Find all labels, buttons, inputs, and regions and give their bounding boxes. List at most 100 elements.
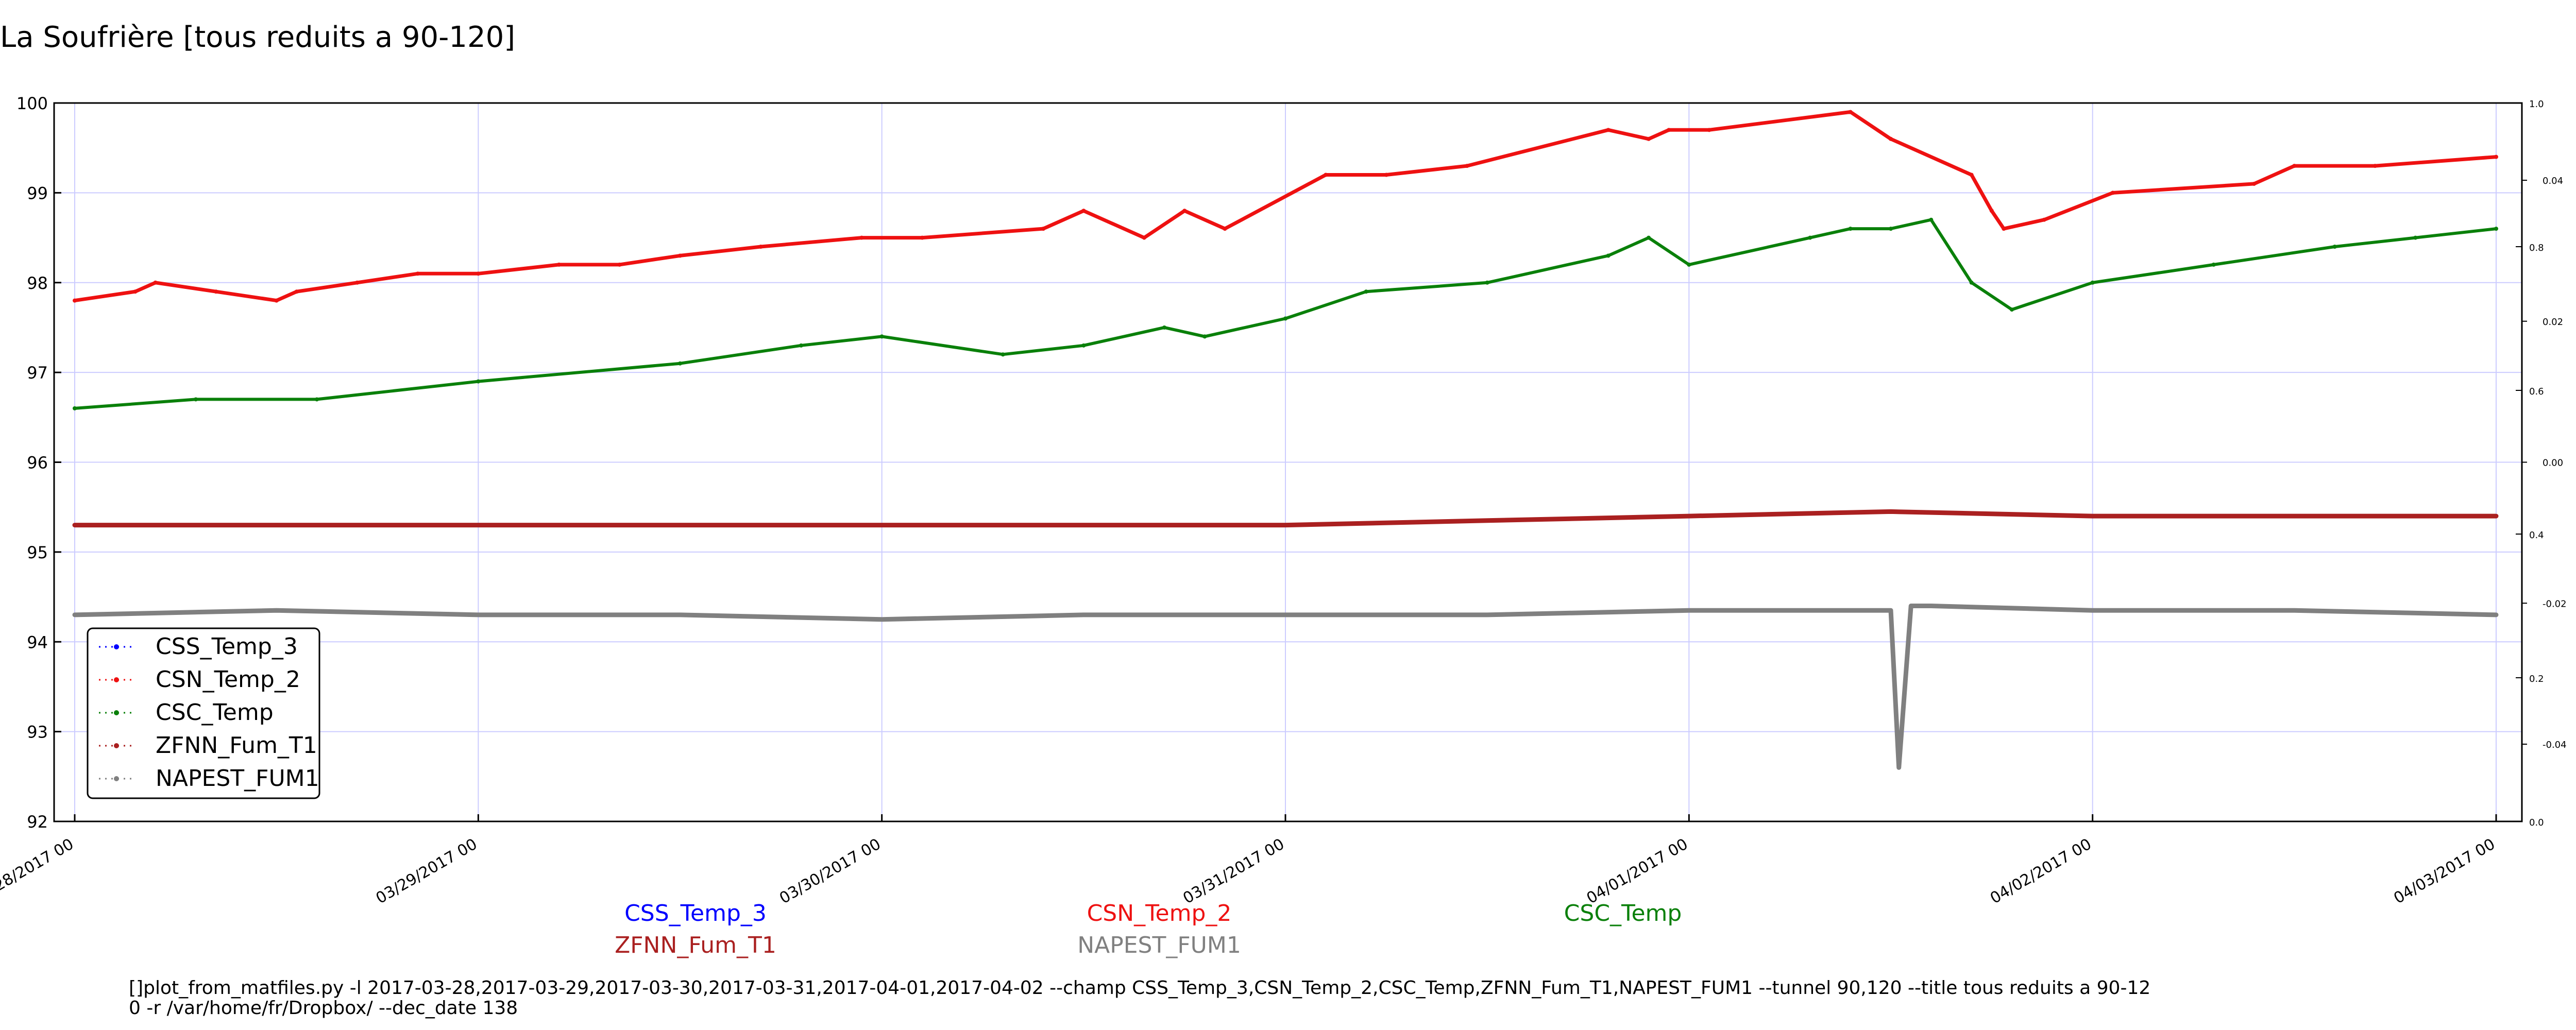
data-point-napest-fum1-4 bbox=[879, 617, 884, 622]
y-tick-label-3: 95 bbox=[27, 543, 48, 562]
data-point-csc-temp-7 bbox=[1001, 352, 1005, 357]
data-point-csn-temp-2-21 bbox=[1384, 173, 1388, 177]
y-tick-label-1: 93 bbox=[27, 723, 48, 742]
y-tick-label-4: 96 bbox=[27, 453, 48, 473]
y-tick-label-7: 99 bbox=[27, 183, 48, 203]
data-point-csc-temp-23 bbox=[2090, 280, 2095, 285]
data-point-csn-temp-2-34 bbox=[2252, 181, 2256, 186]
data-point-zfnn-fum-t1-0 bbox=[73, 523, 77, 527]
series-label-zfnn-fum-t1: ZFNN_Fum_T1 bbox=[615, 932, 776, 958]
legend-marker-0 bbox=[114, 644, 119, 649]
data-point-csc-temp-0 bbox=[73, 406, 77, 410]
data-point-csn-temp-2-13 bbox=[859, 235, 864, 240]
data-point-csn-temp-2-25 bbox=[1667, 128, 1671, 132]
data-point-csn-temp-2-32 bbox=[2042, 217, 2046, 222]
data-point-csn-temp-2-8 bbox=[476, 271, 481, 276]
data-point-zfnn-fum-t1-9 bbox=[1889, 509, 1893, 514]
data-point-csn-temp-2-15 bbox=[1041, 227, 1045, 231]
legend-box bbox=[87, 627, 320, 799]
data-point-zfnn-fum-t1-4 bbox=[879, 523, 884, 527]
data-point-napest-fum1-9 bbox=[1848, 608, 1853, 613]
data-point-csn-temp-2-29 bbox=[1969, 173, 1974, 177]
data-point-csn-temp-2-19 bbox=[1223, 227, 1227, 231]
data-point-csc-temp-14 bbox=[1606, 253, 1611, 258]
data-point-zfnn-fum-t1-12 bbox=[2494, 514, 2498, 519]
data-point-napest-fum1-15 bbox=[2292, 608, 2297, 613]
data-point-csn-temp-2-3 bbox=[214, 289, 218, 294]
data-point-csc-temp-6 bbox=[879, 334, 884, 339]
data-point-csn-temp-2-9 bbox=[557, 262, 561, 267]
data-point-napest-fum1-7 bbox=[1485, 612, 1489, 617]
y-axis: 92 93 94 95 96 97 98 99 100 bbox=[16, 94, 61, 832]
x-tick-label-6: 04/03/2017 00 bbox=[2391, 835, 2498, 908]
legend: CSS_Temp_3 CSN_Temp_2 CSC_Temp ZFNN_Fum_T1 N… bbox=[87, 627, 320, 799]
data-point-csn-temp-2-28 bbox=[1889, 136, 1893, 141]
data-point-csn-temp-2-12 bbox=[758, 245, 763, 249]
y-tick-label-0: 92 bbox=[27, 812, 48, 832]
data-point-csn-temp-2-16 bbox=[1081, 209, 1086, 213]
data-point-napest-fum1-14 bbox=[2090, 608, 2095, 613]
data-point-csc-temp-20 bbox=[1929, 217, 1934, 222]
x-tick-label-2: 03/30/2017 00 bbox=[776, 835, 884, 908]
legend-marker-1 bbox=[114, 677, 119, 682]
data-point-csc-temp-24 bbox=[2211, 262, 2216, 267]
right-tick-label-5: 1.0 bbox=[2529, 99, 2544, 110]
data-point-zfnn-fum-t1-1 bbox=[274, 523, 279, 527]
data-point-csc-temp-3 bbox=[476, 379, 481, 384]
y-tick-label-8: 100 bbox=[16, 94, 48, 113]
data-point-csn-temp-2-7 bbox=[415, 271, 420, 276]
data-point-napest-fum1-11 bbox=[1896, 765, 1901, 770]
data-point-zfnn-fum-t1-3 bbox=[678, 523, 682, 527]
data-point-csc-temp-21 bbox=[1969, 280, 1974, 285]
data-point-csc-temp-19 bbox=[1889, 227, 1893, 231]
data-point-csc-temp-11 bbox=[1283, 316, 1287, 321]
right-axis: 0.0 0.2 0.4 0.6 0.8 1.0 -0.04 -0.02 0.00 0.02 0.04 bbox=[2516, 99, 2567, 828]
data-point-zfnn-fum-t1-10 bbox=[2090, 514, 2095, 519]
y-tick-label-6: 98 bbox=[27, 273, 48, 293]
data-point-csc-temp-5 bbox=[799, 343, 803, 348]
right-inner-tick-label-0: -0.04 bbox=[2543, 740, 2567, 750]
series-label-css-temp-3: CSS_Temp_3 bbox=[624, 900, 767, 926]
x-tick-label-1: 03/29/2017 00 bbox=[373, 835, 481, 908]
series-lines bbox=[72, 110, 2499, 770]
data-point-csc-temp-12 bbox=[1364, 289, 1368, 294]
y-tick-label-5: 97 bbox=[27, 363, 48, 383]
right-tick-label-1: 0.2 bbox=[2529, 674, 2544, 684]
right-tick-label-0: 0.0 bbox=[2529, 817, 2544, 828]
y-tick-label-2: 94 bbox=[27, 632, 48, 652]
data-point-csn-temp-2-2 bbox=[153, 280, 158, 285]
series-label-napest-fum1: NAPEST_FUM1 bbox=[1077, 932, 1241, 958]
x-tick-label-0: 03/28/2017 00 bbox=[0, 835, 77, 908]
data-point-csc-temp-25 bbox=[2332, 245, 2337, 249]
data-point-csc-temp-18 bbox=[1848, 227, 1853, 231]
data-point-napest-fum1-2 bbox=[476, 612, 481, 617]
data-point-csn-temp-2-24 bbox=[1647, 136, 1651, 141]
data-point-csn-temp-2-30 bbox=[1989, 209, 1994, 213]
grid-lines bbox=[54, 102, 2522, 822]
data-point-csc-temp-4 bbox=[678, 361, 682, 366]
data-point-csn-temp-2-22 bbox=[1465, 164, 1469, 168]
data-point-csc-temp-9 bbox=[1162, 325, 1166, 330]
data-point-napest-fum1-5 bbox=[1081, 612, 1086, 617]
legend-label-3: ZFNN_Fum_T1 bbox=[156, 732, 317, 759]
series-label-csc-temp: CSC_Temp bbox=[1564, 900, 1682, 926]
data-point-csc-temp-15 bbox=[1647, 235, 1651, 240]
data-point-csn-temp-2-35 bbox=[2292, 164, 2297, 168]
data-point-csc-temp-2 bbox=[315, 397, 319, 402]
data-point-csc-temp-22 bbox=[2010, 307, 2014, 312]
data-point-zfnn-fum-t1-11 bbox=[2292, 514, 2297, 519]
data-point-csc-temp-8 bbox=[1081, 343, 1086, 348]
data-point-csn-temp-2-10 bbox=[617, 262, 622, 267]
command-line-2: 0 -r /var/home/fr/Dropbox/ --dec_date 13… bbox=[129, 998, 518, 1019]
x-tick-label-3: 03/31/2017 00 bbox=[1180, 835, 1287, 908]
data-point-csn-temp-2-20 bbox=[1324, 173, 1328, 177]
legend-label-0: CSS_Temp_3 bbox=[156, 633, 298, 660]
right-tick-label-3: 0.6 bbox=[2529, 386, 2544, 397]
right-inner-tick-label-3: 0.02 bbox=[2543, 317, 2563, 328]
data-point-csn-temp-2-26 bbox=[1707, 128, 1711, 132]
series-line-csn-temp-2 bbox=[73, 110, 2498, 303]
right-tick-label-4: 0.8 bbox=[2529, 243, 2544, 253]
data-point-csn-temp-2-11 bbox=[678, 253, 682, 258]
data-point-napest-fum1-16 bbox=[2494, 612, 2498, 617]
data-point-csn-temp-2-0 bbox=[73, 298, 77, 303]
